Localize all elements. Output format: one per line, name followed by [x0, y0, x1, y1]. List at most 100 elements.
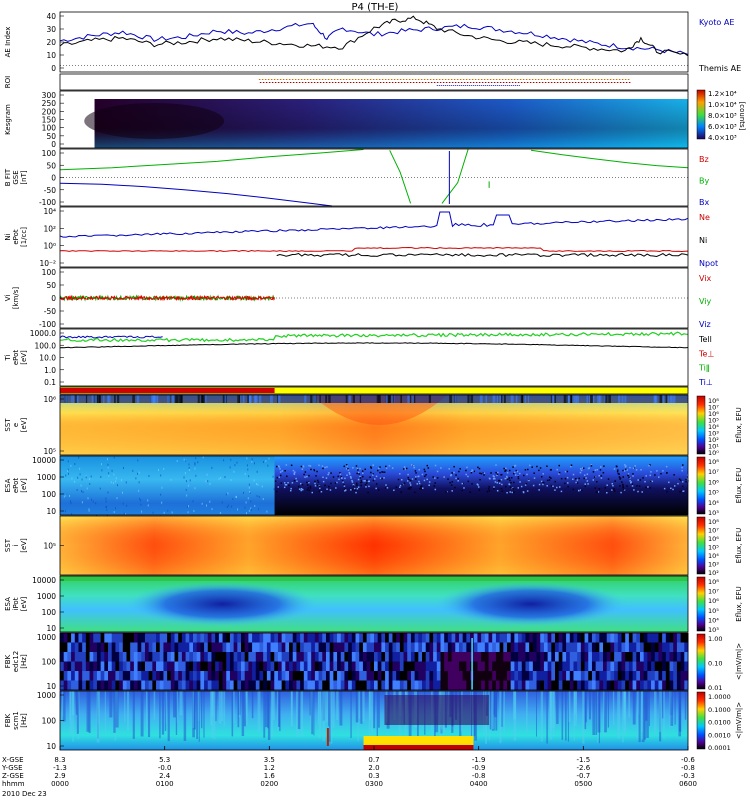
sst-e-noise: [313, 395, 317, 403]
bfield-series-by: [59, 149, 364, 171]
fbk-e-cell: [241, 633, 246, 643]
fbk-e-cell: [422, 671, 427, 681]
fbk-e-cell: [488, 652, 493, 662]
esa-e-noise: [233, 470, 235, 473]
fbk-e-cell: [340, 633, 345, 643]
esa-e-noise: [368, 485, 370, 488]
roi-flag: [469, 82, 472, 83]
colorbar-tick-sst_i: 10⁴: [708, 552, 719, 560]
fbk-b-stripe: [662, 691, 664, 719]
fbk-e-cell: [170, 652, 176, 662]
fbk-e-cell: [536, 642, 541, 653]
esa-e-noise: [622, 486, 624, 489]
fbk-b-stripe: [549, 691, 552, 728]
esa-e-noise: [550, 477, 552, 479]
fbk-e-cell: [625, 671, 630, 681]
fbk-e-cell: [170, 671, 176, 681]
esa-e-noise: [622, 488, 625, 491]
roi-flag: [444, 85, 446, 86]
fbk-e-cell: [218, 633, 224, 643]
fbk-e-cell: [274, 633, 279, 643]
esa-e-noise: [248, 483, 250, 486]
colorbar-tick-esa_e: 10⁷: [708, 468, 719, 476]
fbk-e-cell: [610, 671, 615, 681]
esa-e-noise: [74, 480, 76, 483]
roi-flag: [358, 82, 361, 83]
sst-e-noise: [564, 395, 567, 403]
esa-e-noise: [447, 478, 449, 480]
esa-e-noise: [640, 469, 642, 471]
esa-e-noise: [472, 470, 475, 472]
fbk-b-stripe: [196, 691, 198, 739]
fbk-b-stripe: [336, 691, 339, 721]
fbk-e-cell: [410, 661, 416, 672]
fbk-e-cell: [603, 680, 608, 691]
colorbar-tick-sst_i: 10²: [708, 569, 719, 577]
fbk-e-cell: [277, 661, 283, 672]
roi-flag: [448, 85, 450, 86]
roi-flag: [496, 82, 499, 83]
esa-e-noise: [596, 468, 598, 471]
esa-e-noise: [488, 477, 491, 480]
fbk-b-stripe: [488, 691, 491, 740]
esa-e-noise: [230, 458, 232, 461]
fbk-e-cell: [207, 652, 212, 662]
sst-e-noise: [156, 395, 158, 403]
esa-e-noise: [650, 471, 652, 473]
xtick-z: -0.8: [472, 772, 486, 780]
esa-e-noise: [575, 478, 577, 480]
fbk-e-cell: [144, 661, 150, 672]
esa-e-noise: [209, 500, 211, 503]
esa-e-noise: [352, 467, 354, 469]
esa-e-noise: [636, 485, 638, 487]
fbk-e-cell: [362, 671, 368, 681]
esa-e-noise: [434, 464, 437, 467]
esa-e-noise: [187, 511, 189, 514]
roi-flag: [576, 79, 579, 80]
esa-e-noise: [411, 478, 414, 480]
roi-flag: [409, 82, 412, 83]
fbk-e-cell: [148, 642, 153, 653]
esa-e-noise: [300, 487, 303, 490]
fbk-e-cell: [78, 680, 83, 691]
roi-flag: [271, 82, 274, 83]
fbk-e-cell: [314, 680, 320, 691]
fbk-e-cell: [447, 642, 453, 653]
fbk-e-cell: [499, 661, 504, 672]
fbk-e-cell: [676, 671, 682, 681]
fbk-e-cell: [521, 642, 526, 653]
roi-flag: [541, 82, 544, 83]
fbk-e-cell: [595, 680, 600, 691]
fbk-b-stripe: [646, 691, 649, 738]
fbk-e-cell: [414, 652, 419, 662]
esa-e-noise: [626, 485, 628, 487]
fbk-e-cell: [89, 652, 94, 662]
fbk-e-cell: [555, 661, 560, 672]
ylabel-esa_i: iPot: [12, 597, 20, 610]
esa-e-noise: [370, 471, 372, 474]
esa-e-noise: [681, 490, 683, 492]
legend-velocity: Viz: [699, 320, 711, 329]
fbk-e-cell: [680, 680, 685, 691]
esa-e-noise: [123, 512, 125, 515]
xtick-y: -0.8: [681, 764, 695, 772]
fbk-b-stripe: [320, 691, 322, 734]
fbk-e-cell: [337, 633, 342, 643]
esa-e-noise: [414, 470, 417, 472]
fbk-e-cell: [577, 633, 582, 643]
esa-e-noise: [87, 497, 89, 500]
fbk-e-cell: [381, 680, 386, 691]
roi-flag: [396, 79, 399, 80]
fbk-e-cell: [614, 652, 619, 662]
roi-flag: [565, 82, 568, 83]
fbk-e-cell: [484, 680, 490, 691]
esa-e-noise: [620, 491, 622, 494]
esa-e-noise: [594, 469, 597, 471]
fbk-e-cell: [662, 661, 667, 672]
esa-e-noise: [370, 467, 373, 469]
xtick-y: -0.9: [472, 764, 486, 772]
roi-flag: [532, 82, 535, 83]
ylabel-density: Ni: [4, 233, 12, 240]
esa-e-noise: [415, 472, 417, 474]
fbk-e-cell: [104, 633, 109, 643]
